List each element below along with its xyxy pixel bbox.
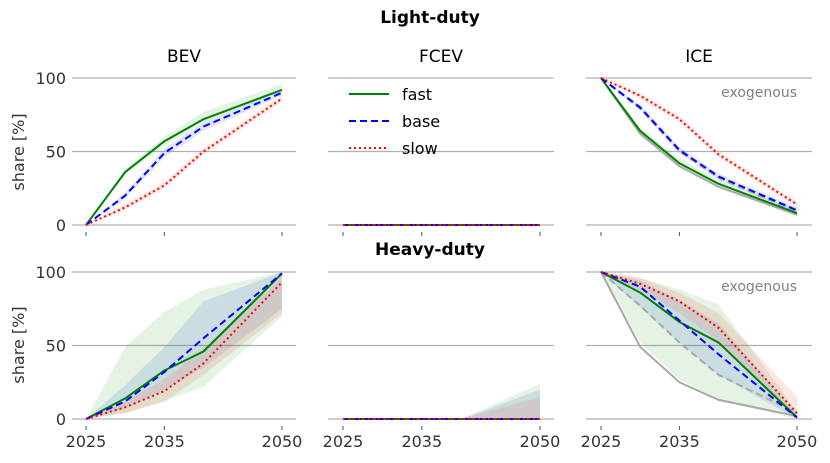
line-heavy-duty-bev-fast — [85, 272, 283, 420]
legend-label-slow: slow — [402, 139, 438, 158]
panel-light-duty-ice: exogenous — [586, 77, 812, 236]
annotation-heavy-duty-ice: exogenous — [721, 279, 797, 295]
column-title-fcev: FCEV — [419, 47, 463, 67]
xtick-label-heavy-duty-fcev-2035: 2035 — [401, 432, 442, 451]
panels: 0 50 100 exogenous 2025 2035 2050 0 50 100 2025 203… — [35, 69, 817, 451]
band-light-duty-ice-slow — [601, 78, 797, 208]
band-heavy-duty-ice-fast — [601, 272, 797, 419]
line-heavy-duty-bev-base — [85, 272, 283, 420]
panel-light-duty-fcev — [328, 77, 554, 236]
y-axis-label-bottom: share [%] — [9, 306, 28, 383]
title-heavy-duty: Heavy-duty — [375, 240, 485, 260]
column-title-ice: ICE — [685, 47, 713, 67]
band-heavy-duty-fcev-fast — [343, 383, 540, 419]
column-title-bev: BEV — [167, 47, 201, 67]
xtick-label-heavy-duty-ice-2035: 2035 — [659, 432, 700, 451]
panel-heavy-duty-bev: 2025 2035 2050 0 50 100 — [35, 263, 302, 451]
band-heavy-duty-ice-base — [601, 272, 797, 419]
band-light-duty-bev-slow — [86, 95, 282, 225]
line-light-duty-ice-base — [600, 77, 798, 212]
band-light-duty-bev-base — [86, 89, 282, 225]
xtick-label-heavy-duty-bev-2050: 2050 — [262, 432, 303, 451]
grey-line-light-duty-ice-exogenous-a — [600, 77, 798, 216]
line-heavy-duty-ice-base — [600, 271, 798, 419]
ytick-label-light-duty-bev-0: 0 — [56, 216, 66, 235]
band-heavy-duty-fcev-base — [343, 389, 540, 419]
line-light-duty-ice-fast — [600, 77, 798, 215]
legend-label-base: base — [402, 112, 440, 131]
line-light-duty-bev-slow — [85, 97, 283, 226]
xtick-label-heavy-duty-ice-2025: 2025 — [581, 432, 622, 451]
ytick-label-light-duty-bev-50: 50 — [46, 143, 66, 162]
panel-heavy-duty-ice: 2025 2035 2050 exogenous — [581, 271, 818, 451]
legend-label-fast: fast — [402, 85, 432, 104]
ytick-label-light-duty-bev-100: 100 — [35, 69, 66, 88]
grey-line-heavy-duty-ice-exogenous-a — [600, 271, 798, 418]
line-heavy-duty-ice-fast — [600, 271, 798, 419]
band-heavy-duty-bev-fast — [86, 272, 282, 419]
grey-line-heavy-duty-ice-exogenous-b — [600, 271, 798, 415]
annotation-light-duty-ice: exogenous — [721, 85, 797, 101]
panel-light-duty-bev: 0 50 100 — [35, 69, 296, 236]
legend: fast base slow — [349, 85, 440, 158]
title-light-duty: Light-duty — [380, 8, 480, 28]
ytick-label-heavy-duty-bev-50: 50 — [46, 337, 66, 356]
band-heavy-duty-bev-base — [86, 272, 282, 419]
panel-heavy-duty-fcev: 2025 2035 2050 — [323, 271, 561, 451]
ytick-label-heavy-duty-bev-100: 100 — [35, 263, 66, 282]
ytick-label-heavy-duty-bev-0: 0 — [56, 410, 66, 429]
xtick-label-heavy-duty-bev-2025: 2025 — [66, 432, 107, 451]
xtick-label-heavy-duty-fcev-2050: 2050 — [520, 432, 561, 451]
xtick-label-heavy-duty-ice-2050: 2050 — [777, 432, 818, 451]
xtick-label-heavy-duty-fcev-2025: 2025 — [323, 432, 364, 451]
line-light-duty-bev-base — [85, 91, 283, 226]
y-axis-label-top: share [%] — [9, 113, 28, 190]
band-heavy-duty-fcev-slow — [343, 396, 540, 419]
xtick-label-heavy-duty-bev-2035: 2035 — [144, 432, 185, 451]
line-light-duty-bev-fast — [85, 88, 283, 226]
